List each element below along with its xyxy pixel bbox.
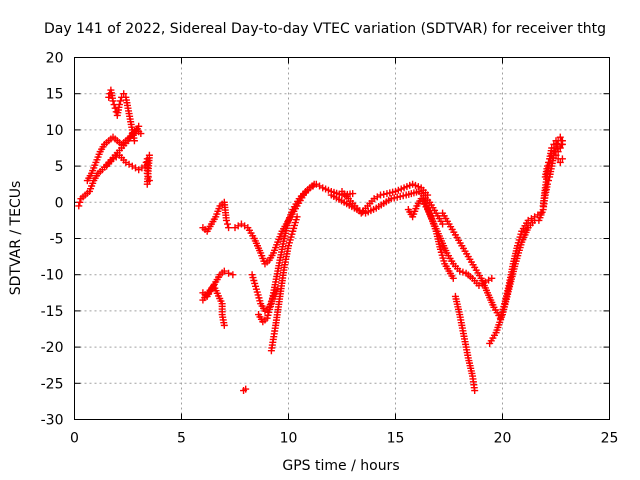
y-tick-label: -20 <box>41 340 64 356</box>
series-early-tail <box>103 151 153 188</box>
series-early-mid <box>83 122 143 185</box>
y-tick-label: 5 <box>55 159 64 175</box>
data-point <box>439 220 447 228</box>
data-point <box>76 198 84 206</box>
series-late-b <box>539 148 566 210</box>
series-stray <box>240 385 250 395</box>
data-point <box>456 267 464 275</box>
data-point <box>558 137 566 145</box>
data-point <box>449 274 457 282</box>
series-early-peak <box>105 86 138 145</box>
data-point <box>120 90 128 98</box>
axis-ticks: 0 5 10 15 20 25 20 15 10 5 0 -5 -10 -15 -20 -25 -30 <box>41 51 619 447</box>
data-point <box>349 190 357 198</box>
x-axis-label: GPS time / hours <box>282 458 399 474</box>
data-point <box>75 202 83 210</box>
series-late-c <box>541 137 566 181</box>
data-point <box>115 101 123 109</box>
data-point <box>225 269 233 277</box>
data-point <box>109 97 117 105</box>
data-point <box>556 133 564 141</box>
data-point <box>380 190 388 198</box>
data-point <box>554 148 562 156</box>
data-point <box>222 216 230 224</box>
data-point <box>242 385 250 393</box>
data-point <box>543 162 551 170</box>
x-tick-label: 0 <box>70 431 79 447</box>
data-point <box>556 144 564 152</box>
data-point <box>137 130 145 138</box>
data-point <box>488 274 496 282</box>
series-arc-e <box>248 271 282 315</box>
grid-lines <box>74 57 610 420</box>
data-point <box>130 137 138 145</box>
x-tick-label: 20 <box>494 431 512 447</box>
data-point <box>293 213 301 221</box>
data-point <box>224 220 232 228</box>
data-point <box>552 151 560 159</box>
data-point <box>145 151 153 159</box>
series-dip-d <box>451 292 479 395</box>
series-arc-b2 <box>199 282 228 329</box>
y-axis-label: SDTVAR / TECUs <box>8 181 24 296</box>
series-arc-a <box>199 198 233 235</box>
y-tick-label: -5 <box>50 232 64 248</box>
y-tick-label: 20 <box>46 51 64 67</box>
y-tick-label: -30 <box>41 413 64 429</box>
data-point <box>225 224 233 232</box>
series-noon-a <box>338 180 432 217</box>
data-point <box>377 191 385 199</box>
data-point <box>220 267 228 275</box>
data-point <box>229 271 237 279</box>
x-tick-label: 15 <box>387 431 405 447</box>
x-tick-label: 10 <box>280 431 298 447</box>
series-dip-e <box>486 216 539 347</box>
data-point <box>548 144 556 152</box>
y-tick-label: 0 <box>55 195 64 211</box>
x-tick-label: 25 <box>601 431 619 447</box>
x-tick-label: 5 <box>177 431 186 447</box>
series-dip-b <box>419 195 457 282</box>
data-point <box>117 97 125 105</box>
data-point <box>310 180 318 188</box>
data-point <box>545 158 553 166</box>
data-point <box>220 321 228 329</box>
data-point <box>556 158 564 166</box>
data-point <box>558 155 566 163</box>
data-point <box>557 140 565 148</box>
data-points <box>75 86 566 395</box>
data-point <box>471 387 479 395</box>
data-point <box>135 122 143 130</box>
data-point <box>459 268 467 276</box>
y-tick-label: -15 <box>41 304 64 320</box>
series-arc-f <box>267 213 301 355</box>
y-tick-label: -25 <box>41 376 64 392</box>
y-tick-label: 15 <box>46 87 64 103</box>
y-tick-label: -10 <box>41 268 64 284</box>
y-tick-label: 10 <box>46 123 64 139</box>
chart-title: Day 141 of 2022, Sidereal Day-to-day VTE… <box>44 21 606 37</box>
